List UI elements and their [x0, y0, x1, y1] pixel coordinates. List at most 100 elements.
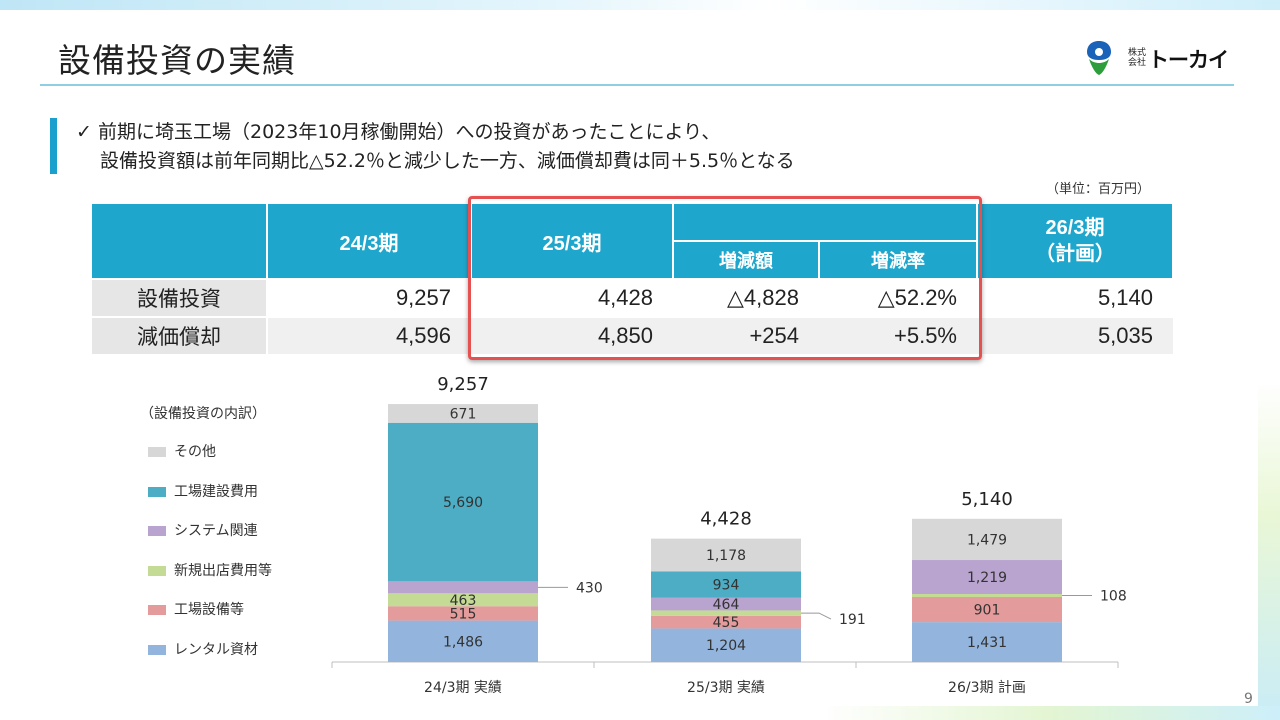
cell-fy25: 4,850 — [471, 317, 673, 356]
legend-label: 工場建設費用 — [174, 484, 258, 500]
header-change-rate: 増減率 — [818, 240, 978, 280]
bar-segment — [651, 571, 801, 598]
top-decoration — [0, 0, 1280, 10]
bar-segment — [912, 597, 1062, 623]
bar-segment — [651, 538, 801, 572]
row-label: 減価償却 — [90, 316, 268, 356]
summary-note: ✓ 前期に埼玉工場（2023年10月稼働開始）への投資があったことにより、 設備投… — [76, 118, 795, 176]
table-row-capex: 設備投資 9,257 4,428 △4,828 △52.2% 5,140 — [90, 278, 1173, 318]
data-label: 455 — [713, 615, 740, 631]
logo-company-name: トーカイ — [1148, 48, 1229, 72]
header-change-blank — [672, 202, 978, 242]
table-row-depreciation: 減価償却 4,596 4,850 +254 +5.5% 5,035 — [90, 316, 1173, 356]
bar-segment — [388, 404, 538, 423]
legend-swatch — [148, 605, 166, 615]
legend-label: その他 — [174, 444, 216, 460]
cell-fy24: 9,257 — [267, 279, 471, 318]
cell-change-amount: △4,828 — [673, 279, 819, 318]
legend-swatch — [148, 645, 166, 655]
data-label: 671 — [450, 406, 477, 422]
header-change-amount: 増減額 — [672, 240, 820, 280]
cell-change-rate: △52.2% — [819, 279, 977, 318]
bar-segment — [388, 422, 538, 582]
data-label: 934 — [713, 577, 740, 593]
row-label: 設備投資 — [90, 278, 268, 318]
capex-table: 24/3期 25/3期 26/3期 （計画） 増減額 増減率 設備投資 9,25… — [90, 202, 1174, 356]
legend-item-rental: レンタル資材 — [148, 639, 258, 659]
cell-change-amount: +254 — [673, 317, 819, 356]
check-icon: ✓ — [76, 121, 92, 143]
bar-segment — [912, 622, 1062, 662]
data-label: 1,219 — [967, 570, 1007, 586]
bar-segment — [388, 606, 538, 621]
data-label: 430 — [576, 580, 603, 596]
company-logo: 株式会社 トーカイ — [1086, 40, 1236, 80]
legend-label: レンタル資材 — [174, 642, 258, 658]
data-label: 1,178 — [706, 548, 746, 564]
unit-label: （単位：百万円） — [1046, 182, 1151, 197]
header-fy26-line1: 26/3期 — [1045, 217, 1105, 239]
data-label: 108 — [1100, 589, 1127, 605]
bar-segment — [912, 593, 1062, 598]
legend-label: 工場設備等 — [174, 602, 244, 618]
legend-swatch — [148, 447, 166, 457]
bar-segment — [388, 620, 538, 662]
data-label: 515 — [450, 606, 477, 622]
data-label: 1,204 — [706, 638, 746, 654]
logo-company-type: 株式会社 — [1128, 48, 1147, 68]
bar-total-label: 4,428 — [700, 509, 752, 530]
legend-item-factory-construction: 工場建設費用 — [148, 481, 258, 501]
right-decoration — [1258, 380, 1280, 720]
legend-swatch — [148, 487, 166, 497]
data-label: 464 — [713, 597, 740, 613]
page-number: 9 — [1244, 691, 1253, 707]
header-fy25: 25/3期 — [470, 202, 674, 280]
data-label: 463 — [450, 593, 477, 609]
legend-item-other: その他 — [148, 441, 216, 461]
legend-swatch — [148, 566, 166, 576]
data-label: 5,690 — [443, 495, 483, 511]
legend-swatch — [148, 526, 166, 536]
legend-item-factory-equipment: 工場設備等 — [148, 599, 244, 619]
legend-label: 新規出店費用等 — [174, 563, 272, 579]
x-tick-label: 25/3期 実績 — [687, 680, 765, 696]
bar-segment — [651, 597, 801, 611]
bar-segment — [651, 615, 801, 629]
summary-line-2: 設備投資額は前年同期比△52.2％と減少した一方、減価償却費は同＋5.5％となる — [100, 150, 795, 172]
data-label: 1,486 — [443, 634, 483, 650]
summary-line-1: ✓ 前期に埼玉工場（2023年10月稼働開始）への投資があったことにより、 — [76, 118, 795, 147]
bottom-decoration — [820, 706, 1280, 720]
cell-fy26: 5,035 — [977, 317, 1173, 356]
bar-segment — [912, 560, 1062, 594]
data-label: 1,431 — [967, 635, 1007, 651]
cell-fy25: 4,428 — [471, 279, 673, 318]
bar-segment — [651, 610, 801, 616]
summary-text-1: 前期に埼玉工場（2023年10月稼働開始）への投資があったことにより、 — [98, 121, 721, 143]
x-tick-label: 26/3期 計画 — [948, 680, 1026, 696]
bar-total-label: 9,257 — [437, 374, 489, 395]
header-blank — [90, 202, 268, 280]
legend-label: システム関連 — [174, 523, 258, 539]
header-fy26: 26/3期 （計画） — [976, 202, 1174, 280]
bar-segment — [912, 518, 1062, 561]
bar-segment — [388, 581, 538, 594]
highlight-box-fy25 — [468, 196, 982, 360]
bar-segment — [388, 593, 538, 607]
data-label: 191 — [839, 612, 866, 628]
cell-change-rate: +5.5% — [819, 317, 977, 356]
logo-mark-icon — [1087, 41, 1111, 75]
legend-title: （設備投資の内訳） — [140, 406, 266, 422]
data-label: 901 — [974, 603, 1001, 619]
note-accent-bar — [50, 118, 57, 174]
header-fy24: 24/3期 — [266, 202, 472, 280]
title-divider — [40, 84, 1234, 86]
header-fy26-line2: （計画） — [1035, 243, 1115, 265]
data-label: 1,479 — [967, 532, 1007, 548]
bar-segment — [651, 628, 801, 662]
cell-fy26: 5,140 — [977, 279, 1173, 318]
bar-total-label: 5,140 — [961, 489, 1013, 510]
cell-fy24: 4,596 — [267, 317, 471, 356]
page-title: 設備投資の実績 — [58, 41, 296, 80]
legend-item-system: システム関連 — [148, 520, 258, 540]
